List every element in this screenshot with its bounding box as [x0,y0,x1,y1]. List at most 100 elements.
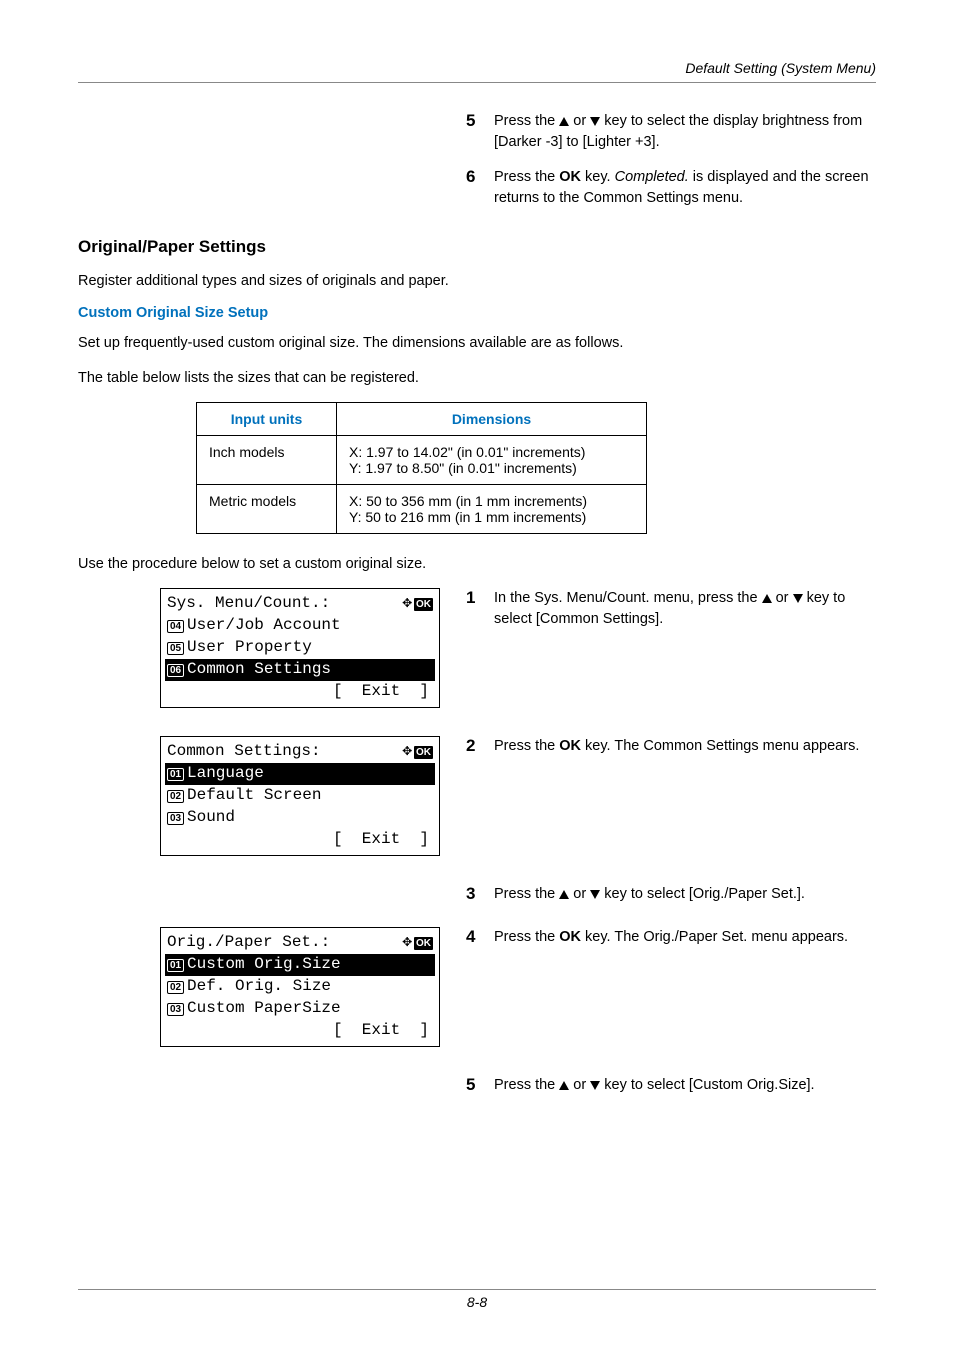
text-fragment: key to select [Custom Orig.Size]. [600,1077,814,1093]
item-label: Common Settings [187,659,331,681]
step-number: 6 [466,167,494,187]
text-fragment: key to select [Orig./Paper Set.]. [600,886,805,902]
step-text: Press the or key to select [Custom Orig.… [494,1075,815,1096]
step-text: Press the OK key. The Orig./Paper Set. m… [494,927,848,948]
key-name: OK [559,738,581,754]
text-fragment: Press the [494,113,559,129]
text-fragment: or [569,113,590,129]
text-fragment: key. The Orig./Paper Set. menu appears. [581,929,848,945]
up-triangle-icon [559,117,569,126]
step-3: 3 Press the or key to select [Orig./Pape… [466,884,876,905]
lcd-display-1: Sys. Menu/Count.: ✥OK 04User/Job Account… [160,588,440,708]
item-number-icon: 01 [167,959,184,972]
item-number-icon: 02 [167,981,184,994]
step-number: 5 [466,111,494,131]
item-label: Def. Orig. Size [187,976,331,998]
lcd-exit: [ Exit ] [167,1020,433,1042]
down-triangle-icon [793,594,803,603]
text-fragment: Press the [494,929,559,945]
table-header: Dimensions [337,402,647,435]
down-triangle-icon [590,1081,600,1090]
item-number-icon: 02 [167,790,184,803]
lcd-display-3: Orig./Paper Set.: ✥OK 01Custom Orig.Size… [160,927,440,1047]
table-cell: Inch models [197,435,337,484]
step-6-top: 6 Press the OK key. Completed. is displa… [466,167,876,209]
table-cell: Metric models [197,484,337,533]
item-label: Sound [187,807,235,829]
nav-ok-icon: ✥OK [402,593,433,615]
lcd-item-selected: 06Common Settings [165,659,435,681]
step-number: 3 [466,884,494,904]
item-label: Language [187,763,264,785]
text-fragment: key. [581,169,615,185]
text-fragment: Y: 50 to 216 mm (in 1 mm increments) [349,509,586,525]
lcd-exit: [ Exit ] [167,681,433,703]
key-name: OK [559,169,581,185]
item-label: User Property [187,637,312,659]
lcd-title: Orig./Paper Set.: [167,932,330,954]
text-fragment: key. The Common Settings menu appears. [581,738,859,754]
step-number: 1 [466,588,494,608]
up-triangle-icon [762,594,772,603]
step-2: 2 Press the OK key. The Common Settings … [466,736,876,757]
step-1: 1 In the Sys. Menu/Count. menu, press th… [466,588,876,630]
text-fragment: or [772,590,793,606]
step-number: 2 [466,736,494,756]
item-label: Custom PaperSize [187,998,341,1020]
item-label: Default Screen [187,785,321,807]
lcd-title: Sys. Menu/Count.: [167,593,330,615]
lcd-item: 03Sound [167,807,433,829]
text-fragment: or [569,886,590,902]
step-text: Press the or key to select the display b… [494,111,876,153]
text-fragment: Press the [494,169,559,185]
lcd-item-selected: 01Language [165,763,435,785]
item-label: User/Job Account [187,615,341,637]
text-fragment: X: 1.97 to 14.02" (in 0.01" increments) [349,444,585,460]
lcd-display-2: Common Settings: ✥OK 01Language 02Defaul… [160,736,440,856]
sub-heading: Custom Original Size Setup [78,305,876,321]
lcd-item-selected: 01Custom Orig.Size [165,954,435,976]
lcd-item: 02Def. Orig. Size [167,976,433,998]
table-cell: X: 1.97 to 14.02" (in 0.01" increments)Y… [337,435,647,484]
text-fragment: In the Sys. Menu/Count. menu, press the [494,590,762,606]
step-number: 4 [466,927,494,947]
item-label: Custom Orig.Size [187,954,341,976]
text-fragment: Press the [494,886,559,902]
key-name: OK [559,929,581,945]
up-triangle-icon [559,890,569,899]
lcd-item: 04User/Job Account [167,615,433,637]
dimensions-table: Input units Dimensions Inch models X: 1.… [196,402,647,534]
nav-ok-icon: ✥OK [402,932,433,954]
item-number-icon: 03 [167,812,184,825]
text-fragment: Press the [494,1077,559,1093]
step-text: Press the OK key. The Common Settings me… [494,736,859,757]
page-footer: 8-8 [78,1289,876,1310]
lcd-item: 02Default Screen [167,785,433,807]
table-cell: X: 50 to 356 mm (in 1 mm increments)Y: 5… [337,484,647,533]
table-header: Input units [197,402,337,435]
step-text: Press the or key to select [Orig./Paper … [494,884,805,905]
page-header: Default Setting (System Menu) [78,60,876,83]
item-number-icon: 03 [167,1003,184,1016]
item-number-icon: 01 [167,768,184,781]
down-triangle-icon [590,117,600,126]
lcd-title-line: Sys. Menu/Count.: ✥OK [167,593,433,615]
down-triangle-icon [590,890,600,899]
text-fragment: or [569,1077,590,1093]
lcd-title-line: Orig./Paper Set.: ✥OK [167,932,433,954]
body-text: The table below lists the sizes that can… [78,368,876,388]
body-text: Use the procedure below to set a custom … [78,554,876,574]
text-fragment: X: 50 to 356 mm (in 1 mm increments) [349,493,587,509]
text-fragment: Press the [494,738,559,754]
exit-label: [ Exit ] [333,681,429,703]
text-fragment: Y: 1.97 to 8.50" (in 0.01" increments) [349,460,577,476]
nav-ok-icon: ✥OK [402,741,433,763]
step-5-bottom: 5 Press the or key to select [Custom Ori… [466,1075,876,1096]
step-4: 4 Press the OK key. The Orig./Paper Set.… [466,927,876,948]
lcd-item: 03Custom PaperSize [167,998,433,1020]
body-text: Register additional types and sizes of o… [78,271,876,291]
status-word: Completed. [615,169,689,185]
step-number: 5 [466,1075,494,1095]
up-triangle-icon [559,1081,569,1090]
lcd-title: Common Settings: [167,741,321,763]
